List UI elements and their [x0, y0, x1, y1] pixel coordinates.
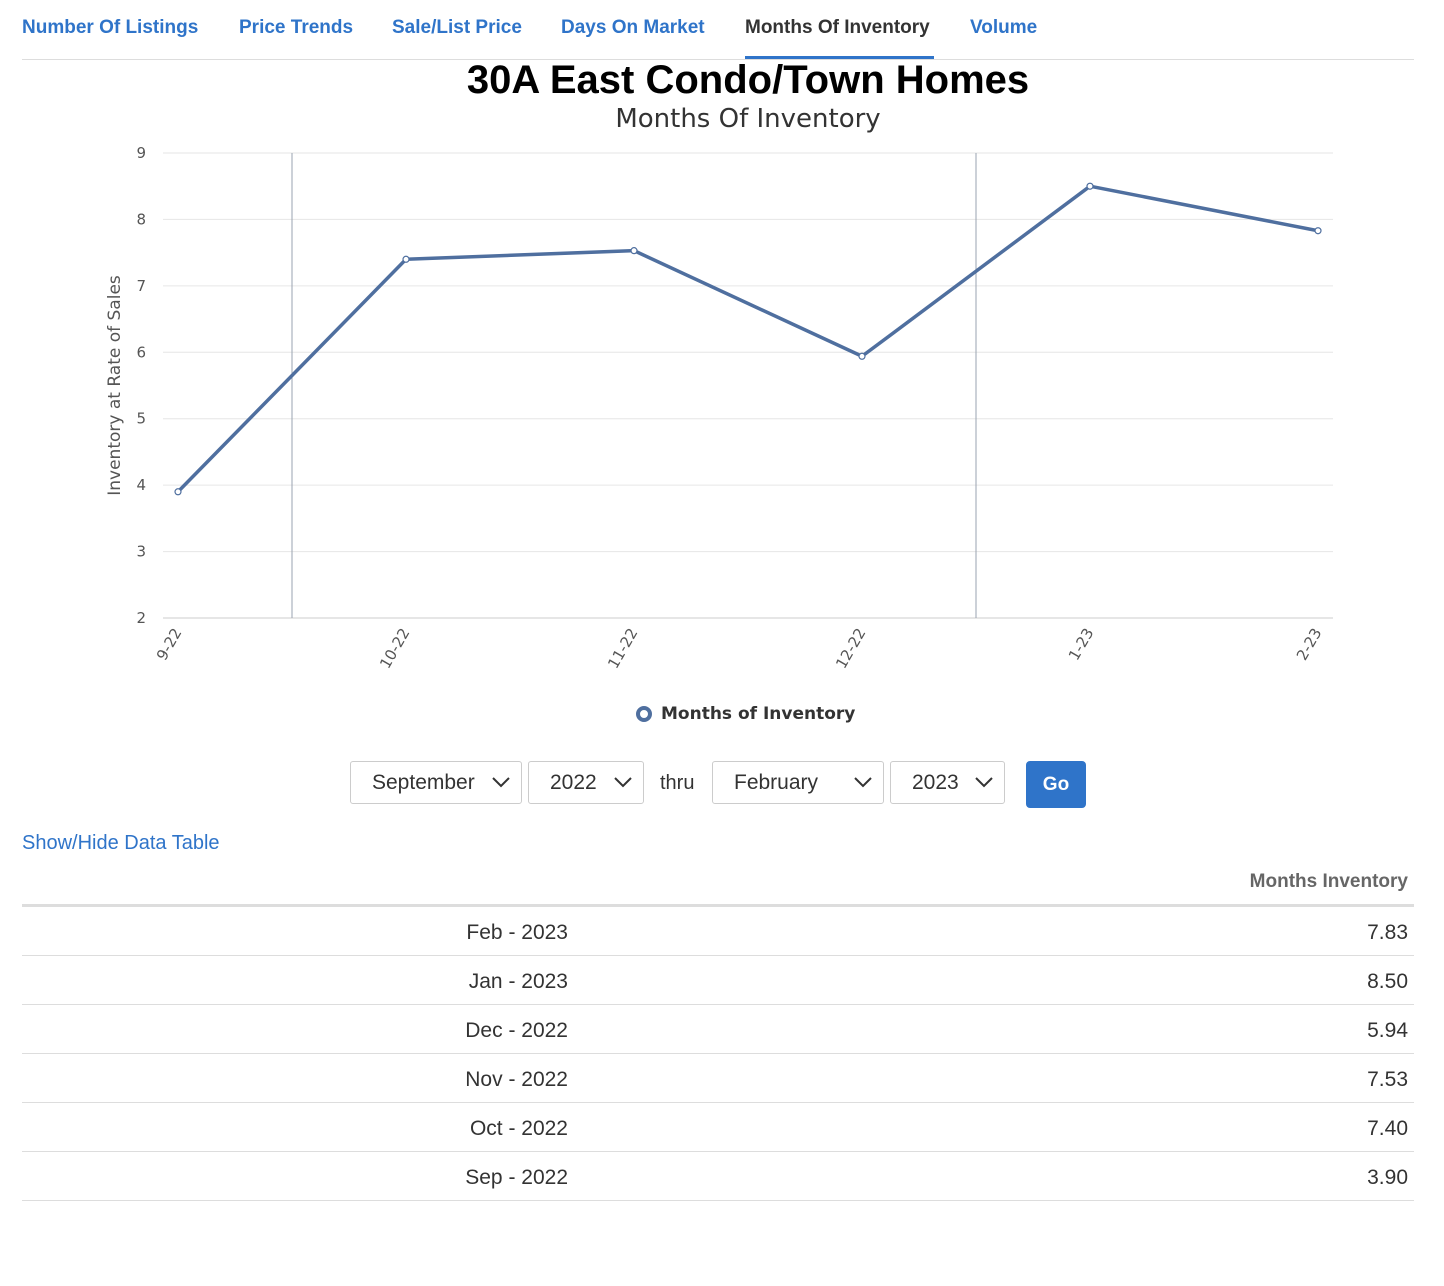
chevron-down-icon	[854, 777, 872, 788]
y-tick-label: 5	[136, 410, 146, 428]
y-tick-label: 4	[136, 476, 146, 494]
legend-marker-icon	[636, 706, 652, 722]
row-value: 7.40	[1367, 1117, 1408, 1140]
go-button[interactable]: Go	[1026, 761, 1086, 808]
data-point	[1314, 227, 1322, 235]
tab-volume[interactable]: Volume	[970, 17, 1038, 38]
thru-label: thru	[660, 772, 695, 794]
months-of-inventory-chart: 2 3 4 5 6 7 8 9 Inventory at Rate of Sales 9-22 10…	[105, 144, 1333, 672]
row-date: Feb - 2023	[466, 921, 568, 944]
data-point	[1086, 182, 1094, 190]
x-tick-label: 12-22	[832, 625, 869, 672]
data-point	[858, 352, 866, 360]
end-month-select[interactable]: February	[712, 761, 884, 804]
x-tick-label: 11-22	[604, 625, 641, 672]
tab-bar: Number Of Listings Price Trends Sale/Lis…	[22, 0, 1414, 60]
y-tick-label: 6	[136, 343, 146, 361]
chart-subtitle: Months Of Inventory	[615, 104, 881, 134]
row-value: 5.94	[1367, 1019, 1408, 1042]
chart-title: 30A East Condo/Town Homes	[466, 58, 1030, 102]
row-value: 3.90	[1367, 1166, 1408, 1189]
tab-days-on-market[interactable]: Days On Market	[561, 17, 705, 38]
start-month-value: September	[372, 771, 475, 794]
row-value: 7.83	[1367, 921, 1408, 944]
row-date: Oct - 2022	[469, 1117, 568, 1140]
column-header-months-inventory: Months Inventory	[1249, 871, 1408, 892]
y-tick-label: 8	[136, 210, 146, 228]
start-month-select[interactable]: September	[350, 761, 522, 804]
data-point	[402, 255, 410, 263]
legend-label: Months of Inventory	[661, 704, 856, 724]
chevron-down-icon	[614, 777, 632, 788]
tab-number-of-listings[interactable]: Number Of Listings	[22, 17, 199, 38]
table-row: Dec - 2022 5.94	[22, 1005, 1414, 1054]
tab-months-of-inventory[interactable]: Months Of Inventory	[745, 17, 930, 38]
chevron-down-icon	[975, 777, 993, 788]
row-date: Sep - 2022	[465, 1166, 568, 1189]
y-tick-label: 7	[136, 277, 146, 295]
row-date: Nov - 2022	[465, 1068, 568, 1091]
start-year-value: 2022	[550, 771, 597, 794]
start-year-select[interactable]: 2022	[528, 761, 644, 804]
y-tick-label: 9	[136, 144, 146, 162]
table-row: Jan - 2023 8.50	[22, 956, 1414, 1005]
active-tab-indicator	[745, 56, 934, 59]
tab-price-trends[interactable]: Price Trends	[239, 17, 354, 38]
table-row: Oct - 2022 7.40	[22, 1103, 1414, 1152]
tab-sale-list-price[interactable]: Sale/List Price	[392, 17, 522, 38]
show-hide-data-table-link[interactable]: Show/Hide Data Table	[22, 832, 220, 854]
data-table: Months Inventory Feb - 2023 7.83 Jan - 2…	[22, 862, 1414, 1201]
end-year-select[interactable]: 2023	[890, 761, 1005, 804]
table-header-row: Months Inventory	[22, 862, 1414, 907]
x-tick-label: 9-22	[153, 625, 186, 663]
series-line	[176, 184, 1319, 494]
data-point	[174, 488, 182, 496]
row-date: Jan - 2023	[468, 970, 568, 993]
table-row: Feb - 2023 7.83	[22, 907, 1414, 956]
y-tick-label: 2	[136, 609, 146, 627]
table-row: Nov - 2022 7.53	[22, 1054, 1414, 1103]
y-axis-title: Inventory at Rate of Sales	[105, 275, 125, 496]
data-point	[630, 247, 638, 255]
end-year-value: 2023	[912, 771, 959, 794]
chevron-down-icon	[492, 777, 510, 788]
row-date: Dec - 2022	[465, 1019, 568, 1042]
x-tick-label: 10-22	[376, 625, 413, 672]
y-tick-label: 3	[136, 543, 146, 561]
chart-legend[interactable]: Months of Inventory	[636, 704, 855, 724]
row-value: 7.53	[1367, 1068, 1408, 1091]
row-value: 8.50	[1367, 970, 1408, 993]
x-tick-label: 1-23	[1065, 625, 1098, 663]
x-tick-label: 2-23	[1293, 625, 1326, 663]
end-month-value: February	[734, 771, 819, 794]
table-row: Sep - 2022 3.90	[22, 1152, 1414, 1201]
